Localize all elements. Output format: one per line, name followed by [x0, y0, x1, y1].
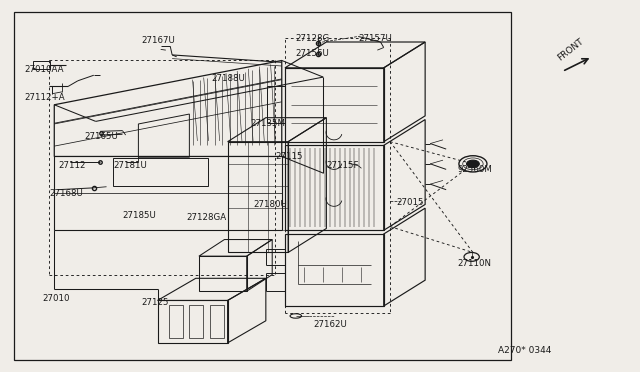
Text: 27185U: 27185U	[122, 211, 156, 220]
Text: 27128GA: 27128GA	[186, 213, 227, 222]
Text: 27168U: 27168U	[49, 189, 83, 198]
Text: 27157U: 27157U	[358, 34, 392, 43]
Text: 27135M: 27135M	[250, 119, 285, 128]
Text: 27162U: 27162U	[314, 320, 348, 329]
Text: 27110N: 27110N	[457, 259, 491, 268]
Text: 27180U: 27180U	[253, 200, 287, 209]
Text: 27165U: 27165U	[84, 132, 118, 141]
Text: 27112+A: 27112+A	[24, 93, 65, 102]
Circle shape	[467, 160, 479, 167]
Text: 27115: 27115	[275, 152, 303, 161]
Text: 27188U: 27188U	[212, 74, 246, 83]
Text: 92560M: 92560M	[457, 165, 492, 174]
Text: 27125: 27125	[141, 298, 169, 307]
Text: 27112: 27112	[59, 161, 86, 170]
Text: 27128G: 27128G	[296, 34, 330, 43]
Text: 27015: 27015	[396, 198, 424, 207]
Text: 27181U: 27181U	[113, 161, 147, 170]
Text: 27115F: 27115F	[326, 161, 359, 170]
Text: FRONT: FRONT	[556, 36, 586, 62]
Text: 27010: 27010	[43, 294, 70, 303]
Text: 27010AA: 27010AA	[24, 65, 64, 74]
Text: 27156U: 27156U	[296, 49, 330, 58]
Text: 27167U: 27167U	[141, 36, 175, 45]
Text: A270* 0344: A270* 0344	[499, 346, 552, 355]
